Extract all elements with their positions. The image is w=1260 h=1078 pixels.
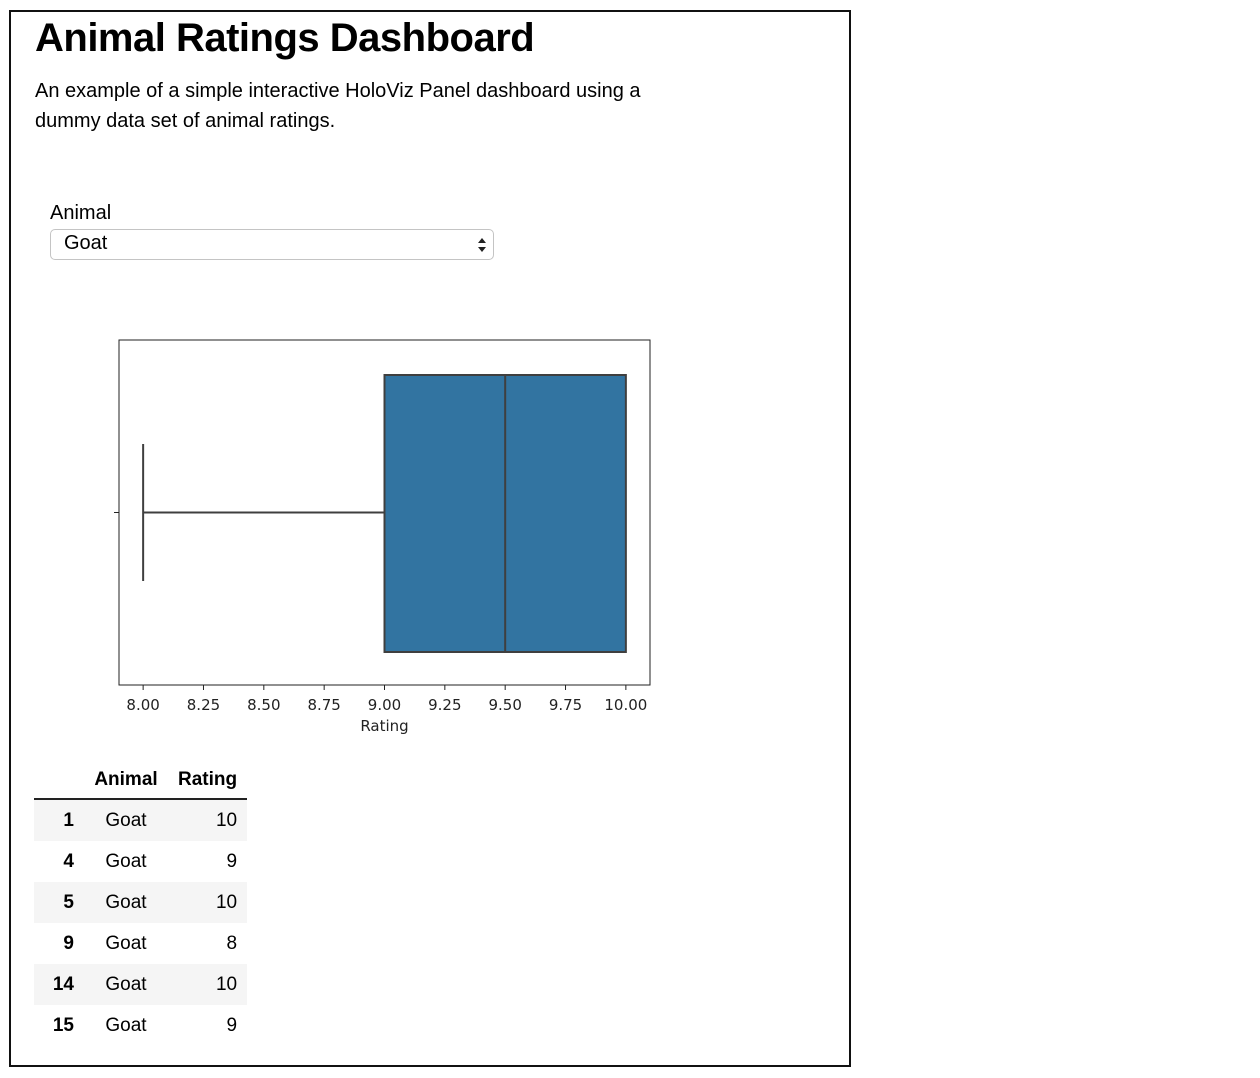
row-animal: Goat xyxy=(105,809,147,831)
table-row: 1 Goat 10 xyxy=(34,799,248,841)
table-row: 14 Goat 10 xyxy=(34,964,248,1005)
table-row: 5 Goat 10 xyxy=(34,882,248,923)
table-row: 4 Goat 9 xyxy=(34,841,247,882)
x-tick-label: 8.00 xyxy=(126,696,159,714)
row-index: 9 xyxy=(63,932,74,954)
table-row: 9 Goat 8 xyxy=(34,923,247,964)
row-animal: Goat xyxy=(105,932,147,954)
page-title: Animal Ratings Dashboard xyxy=(35,16,535,60)
animal-select-value: Goat xyxy=(64,232,108,254)
x-tick-label: 9.00 xyxy=(368,696,401,714)
row-animal: Goat xyxy=(105,850,147,872)
row-animal: Goat xyxy=(105,891,147,913)
row-animal: Goat xyxy=(105,973,147,995)
page-description: An example of a simple interactive HoloV… xyxy=(35,80,641,132)
column-header-rating: Rating xyxy=(168,762,248,800)
select-caret-icon xyxy=(478,238,486,252)
x-tick-label: 8.25 xyxy=(187,696,220,714)
row-rating: 10 xyxy=(215,891,238,913)
rating-boxplot: 8.00 8.25 8.50 8.75 9.00 9.25 9.50 9.75 10.00 Rat… xyxy=(114,339,651,735)
row-rating: 8 xyxy=(226,932,238,954)
x-tick-label: 8.75 xyxy=(307,696,340,714)
x-axis-label: Rating xyxy=(360,717,408,735)
row-rating: 9 xyxy=(226,850,238,872)
animal-select[interactable]: Goat xyxy=(50,229,494,260)
row-index: 5 xyxy=(63,891,74,913)
column-header-animal: Animal xyxy=(84,762,168,800)
row-rating: 10 xyxy=(215,973,238,995)
row-index: 14 xyxy=(52,973,74,995)
row-rating: 10 xyxy=(215,809,238,831)
row-animal: Goat xyxy=(105,1014,147,1036)
row-index: 15 xyxy=(52,1014,74,1036)
x-tick-label: 9.50 xyxy=(488,696,521,714)
x-tick-label: 8.50 xyxy=(247,696,280,714)
table-row: 15 Goat 9 xyxy=(34,1005,247,1046)
row-index: 1 xyxy=(63,809,74,831)
x-tick-label: 9.75 xyxy=(549,696,582,714)
animal-select-label: Animal xyxy=(50,202,112,224)
x-tick-label: 10.00 xyxy=(604,696,647,714)
dashboard-panel: Animal Ratings Dashboard An example of a… xyxy=(9,10,851,1067)
column-header-index xyxy=(34,762,84,800)
x-tick-label: 9.25 xyxy=(428,696,461,714)
row-rating: 9 xyxy=(226,1014,238,1036)
table-header-row: Animal Rating xyxy=(34,762,248,800)
row-index: 4 xyxy=(63,850,74,872)
ratings-table: Animal Rating 1 Goat 10 4 Goat 9 5 Goat … xyxy=(34,762,248,1046)
